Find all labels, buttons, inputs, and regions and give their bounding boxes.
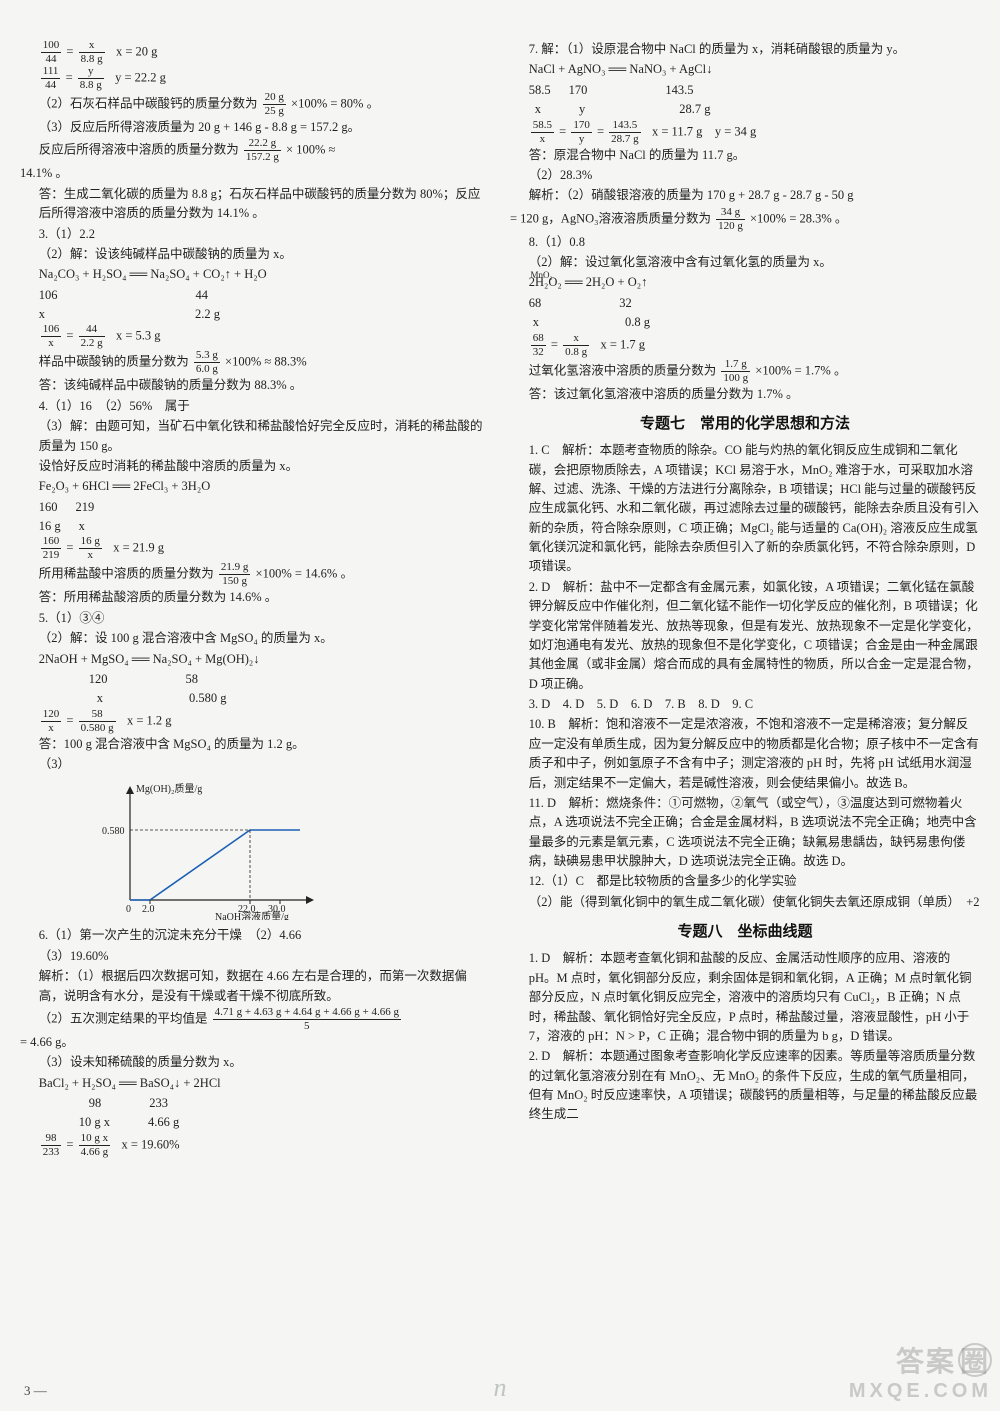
eq-row: 10 g x4.66 g (20, 1113, 490, 1132)
eq-row: 98233 (20, 1094, 490, 1113)
text-line: （2）解：设过氧化氢溶液中含有过氧化氢的质量为 x。 (510, 253, 980, 272)
answer-line: 答：该过氧化氢溶液中溶质的质量分数为 1.7% 。 (510, 385, 980, 404)
text-line: （2）解：设该纯碱样品中碳酸钠的质量为 x。 (20, 245, 490, 264)
chem-eq: 2H₂O₂ ══ 2H₂O + O₂↑ MnO₂ (510, 273, 980, 292)
eq-line: 160219 = 16 gx x = 21.9 g (20, 536, 490, 561)
analysis-line: 12.（1）C 都是比较物质的含量多少的化学实验 (510, 872, 980, 891)
svg-text:Mg(OH)₂质量/g: Mg(OH)₂质量/g (136, 783, 202, 795)
section-title-7: 专题七 常用的化学思想和方法 (510, 412, 980, 435)
analysis-line: 2. D 解析：盐中不一定都含有金属元素，如氯化铵，A 项错误；二氧化锰在氯酸钾… (510, 578, 980, 694)
section-title-8: 专题八 坐标曲线题 (510, 920, 980, 943)
analysis-line: 2. D 解析：本题通过图象考查影响化学反应速率的因素。等质量等溶质质量分数的过… (510, 1047, 980, 1125)
svg-text:0.580: 0.580 (102, 826, 125, 837)
item-8: 8.（1）0.8 (510, 233, 980, 252)
answer-line: 答：该纯碱样品中碳酸钠的质量分数为 88.3% 。 (20, 376, 490, 395)
text-line: 解析：（1）根据后四次数据可知，数据在 4.66 左右是合理的，而第一次数据偏高… (20, 967, 490, 1006)
text-line: （3）设未知稀硫酸的质量分数为 x。 (20, 1053, 490, 1072)
item-6: 6.（1）第一次产生的沉淀未充分干燥 （2）4.66 (20, 926, 490, 945)
analysis-line: 1. D 解析：本题考查氧化铜和盐酸的反应、金属活动性顺序的应用、溶液的 pH。… (510, 949, 980, 1046)
eq-line: 10044 = x8.8 g x = 20 g (20, 40, 490, 65)
text-line: = 4.66 g。 (20, 1033, 490, 1052)
text-line: （2）石灰石样品中碳酸钙的质量分数为 20 g25 g ×100% = 80% … (20, 92, 490, 117)
chem-eq: BaCl₂ + H₂SO₄ ══ BaSO₄↓ + 2HCl (20, 1074, 490, 1093)
chem-eq: NaCl + AgNO₃ ══ NaNO₃ + AgCl↓ (510, 60, 980, 79)
item-7: 7. 解：（1）设原混合物中 NaCl 的质量为 x，消耗硝酸银的质量为 y。 (510, 40, 980, 59)
chem-eq: 2NaOH + MgSO₄ ══ Na₂SO₄ + Mg(OH)₂↓ (20, 650, 490, 669)
analysis-line: （2）能（得到氧化铜中的氧生成二氧化碳）使氧化铜失去氧还原成铜（单质） +2 (510, 893, 980, 912)
svg-text:0: 0 (126, 904, 131, 915)
text-line: 反应后所得溶液中溶质的质量分数为 22.2 g157.2 g × 100% ≈ (20, 138, 490, 163)
text-line: （2）28.3% (510, 166, 980, 185)
eq-row: xy28.7 g (510, 100, 980, 119)
answer-row: 3. D 4. D 5. D 6. D 7. B 8. D 9. C (510, 695, 980, 714)
left-column: 10044 = x8.8 g x = 20 g 11144 = y8.8 g y… (20, 40, 490, 1371)
text-line: 14.1% 。 (20, 164, 490, 183)
text-line: 样品中碳酸钠的质量分数为 5.3 g6.0 g ×100% ≈ 88.3% (20, 350, 490, 375)
text-line: （2）五次测定结果的平均值是 4.71 g + 4.63 g + 4.64 g … (20, 1007, 490, 1032)
text-line: 所用稀盐酸中溶质的质量分数为 21.9 g150 g ×100% = 14.6%… (20, 562, 490, 587)
eq-row: 12058 (20, 670, 490, 689)
watermark: 答案圈 MXQE.COM (849, 1340, 992, 1403)
footer-mark: n (494, 1373, 507, 1403)
text-line: 解析：（2）硝酸银溶液的质量为 170 g + 28.7 g - 28.7 g … (510, 186, 980, 205)
answer-line: 答：生成二氧化碳的质量为 8.8 g；石灰石样品中碳酸钙的质量分数为 80%；反… (20, 185, 490, 224)
svg-text:2.0: 2.0 (142, 904, 155, 915)
answer-line: 答：100 g 混合溶液中含 MgSO₄ 的质量为 1.2 g。 (20, 735, 490, 754)
text-line: （3）19.60% (20, 947, 490, 966)
text-line: （3）解：由题可知，当矿石中氧化铁和稀盐酸恰好完全反应时，消耗的稀盐酸的质量为 … (20, 417, 490, 456)
answer-line: 答：所用稀盐酸溶质的质量分数为 14.6% 。 (20, 588, 490, 607)
eq-line: 106x = 442.2 g x = 5.3 g (20, 324, 490, 349)
chem-eq: Na₂CO₃ + H₂SO₄ ══ Na₂SO₄ + CO₂↑ + H₂O (20, 265, 490, 284)
analysis-line: 10. B 解析：饱和溶液不一定是浓溶液，不饱和溶液不一定是稀溶液；复分解反应一… (510, 715, 980, 793)
eq-line: 120x = 580.580 g x = 1.2 g (20, 709, 490, 734)
item-4: 4.（1）16 （2）56% 属于 (20, 397, 490, 416)
eq-row: x2.2 g (20, 305, 490, 324)
text-line: （2）解：设 100 g 混合溶液中含 MgSO₄ 的质量为 x。 (20, 629, 490, 648)
text-line: 过氧化氢溶液中溶质的质量分数为 1.7 g100 g ×100% = 1.7% … (510, 359, 980, 384)
analysis-line: 1. C 解析：本题考查物质的除杂。CO 能与灼热的氧化铜反应生成铜和二氧化碳，… (510, 441, 980, 577)
eq-line: 11144 = y8.8 g y = 22.2 g (20, 66, 490, 91)
right-column: 7. 解：（1）设原混合物中 NaCl 的质量为 x，消耗硝酸银的质量为 y。 … (510, 40, 980, 1371)
item-5: 5.（1）③④ (20, 609, 490, 628)
eq-line: 98233 = 10 g x4.66 g x = 19.60% (20, 1133, 490, 1158)
chem-eq: Fe₂O₃ + 6HCl ══ 2FeCl₃ + 3H₂O (20, 477, 490, 496)
text-line: （3）反应后所得溶液质量为 20 g + 146 g - 8.8 g = 157… (20, 118, 490, 137)
eq-row: 160219 (20, 498, 490, 517)
item-3: 3.（1）2.2 (20, 225, 490, 244)
svg-text:NaOH溶液质量/g: NaOH溶液质量/g (215, 910, 289, 920)
page: 10044 = x8.8 g x = 20 g 11144 = y8.8 g y… (20, 40, 980, 1371)
graph-mgoh2: 0.580 0 2.0 22.0 30.0 Mg(OH)₂质量/g NaOH溶液… (100, 780, 320, 920)
eq-row: 58.5170143.5 (510, 81, 980, 100)
eq-row: 10644 (20, 286, 490, 305)
eq-line: 6832 = x0.8 g x = 1.7 g (510, 333, 980, 358)
analysis-line: 11. D 解析：燃烧条件：①可燃物，②氧气（或空气），③温度达到可燃物着火点，… (510, 794, 980, 872)
text-line: 设恰好反应时消耗的稀盐酸中溶质的质量为 x。 (20, 457, 490, 476)
text-line: = 120 g，AgNO₃溶液溶质质量分数为 34 g120 g ×100% =… (510, 207, 980, 232)
eq-row: x0.8 g (510, 313, 980, 332)
eq-line: 58.5x = 170y = 143.528.7 g x = 11.7 g y … (510, 120, 980, 145)
page-number: 3 — (24, 1383, 47, 1399)
eq-row: 16 gx (20, 517, 490, 536)
eq-row: x0.580 g (20, 689, 490, 708)
answer-line: 答：原混合物中 NaCl 的质量为 11.7 g。 (510, 146, 980, 165)
text-line: （3） (20, 755, 490, 774)
eq-row: 6832 (510, 294, 980, 313)
